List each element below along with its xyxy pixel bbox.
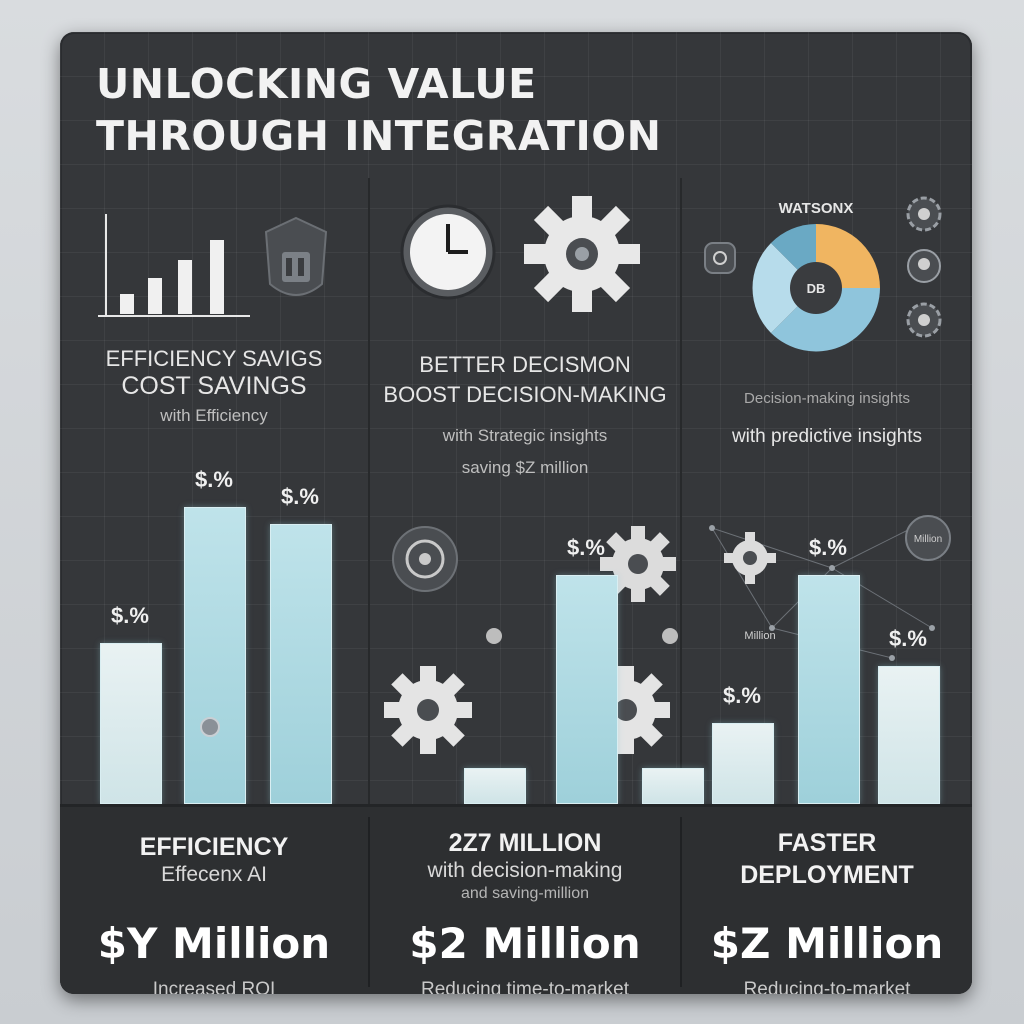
efficiency-column: EFFICIENCY SAVIGS COST SAVINGS with Effi… [60, 178, 368, 804]
pie-center-label: DB [807, 281, 826, 296]
watsonx-label: WATSONX [778, 200, 854, 217]
chart-bar [184, 507, 246, 804]
summary-deployment-foot: Reducing-to-market [743, 979, 911, 994]
bar-value-label: $.% [723, 683, 761, 708]
summary-decision-value: $2 Million [409, 919, 641, 968]
summary-divider [368, 817, 370, 987]
summary-efficiency-foot: Increased ROI [152, 979, 276, 994]
col1-heading-2: COST SAVINGS [121, 372, 307, 400]
summary-efficiency: EFFICIENCY Effecenx AI $Y Million Increa… [60, 807, 368, 994]
gear-icon [906, 196, 942, 232]
summary-decision-foot: Reducing time-to-market [420, 979, 630, 994]
bar-value-label: $.% [889, 626, 927, 651]
col2-caption-1: with Strategic insights [442, 426, 608, 445]
decision-column: BETTER DECISMON BOOST DECISION-MAKING wi… [370, 178, 704, 804]
net-label-mid: Million [744, 630, 775, 642]
bar-value-label: $.% [567, 535, 605, 560]
bar-value-label: $.% [195, 467, 233, 492]
col3-caption: with predictive insights [731, 426, 923, 447]
badge-icon [392, 526, 458, 592]
summary-deployment-value: $Z Million [710, 919, 944, 968]
summary-deployment-head-1: FASTER [777, 829, 877, 857]
summary-divider [680, 817, 682, 987]
bar-chart-icon [98, 214, 250, 317]
pie-chart-icon: DB [752, 224, 880, 352]
chart-bar [556, 575, 618, 804]
shield-icon [264, 216, 328, 296]
summary-efficiency-sub: Effecenx AI [161, 863, 267, 886]
clock-icon [400, 204, 496, 300]
dot-icon [486, 628, 502, 644]
bar-value-label: $.% [281, 484, 319, 509]
col2-heading-2: BOOST DECISION-MAKING [383, 382, 667, 407]
chart-bar [464, 768, 526, 804]
col1-heading-1: EFFICIENCY SAVIGS [105, 346, 323, 371]
location-icon [907, 249, 941, 283]
title-line-1: Unlocking Value [96, 60, 537, 108]
summary-decision: 2Z7 MILLION with decision-making and sav… [370, 807, 680, 994]
chart-bar [798, 575, 860, 804]
col1-caption: with Efficiency [160, 406, 268, 425]
title-line-2: Through Integration [96, 112, 662, 160]
column-divider [368, 178, 370, 804]
summary-deployment: FASTER DEPLOYMENT $Z Million Reducing-to… [682, 807, 972, 994]
chart-bar [712, 723, 774, 804]
summary-strip: EFFICIENCY Effecenx AI $Y Million Increa… [60, 804, 972, 994]
gear-icon [384, 666, 472, 754]
summary-deployment-head-2: DEPLOYMENT [740, 861, 914, 889]
summary-efficiency-value: $Y Million [97, 919, 331, 968]
node-icon [200, 717, 220, 737]
bar-value-label: $.% [111, 603, 149, 628]
col2-heading-1: BETTER DECISMON [419, 352, 631, 377]
column-divider [680, 178, 682, 804]
bar-value-label: $.% [809, 535, 847, 560]
col2-caption-2: saving $Z million [461, 458, 589, 477]
summary-decision-head: 2Z7 MILLION [448, 829, 602, 857]
page-title: Unlocking Value Through Integration [96, 58, 661, 162]
col3-heading-1: Decision-making insights [744, 390, 910, 407]
infographic-board: Unlocking Value Through Integration EFFI… [60, 32, 972, 994]
dot-icon [662, 628, 678, 644]
chart-bar [100, 643, 162, 804]
chart-bar [642, 768, 704, 804]
summary-efficiency-head: EFFICIENCY [139, 833, 289, 861]
chart-bar [270, 524, 332, 804]
summary-decision-sub-2: and saving-million [460, 885, 590, 902]
summary-decision-sub: with decision-making [427, 859, 623, 882]
gear-icon [906, 302, 942, 338]
gear-icon [524, 196, 640, 312]
gear-icon [600, 526, 676, 602]
app-icon [704, 242, 736, 274]
deployment-column: WATSONX DB Decision-makin [682, 178, 972, 804]
net-label-top: Million [914, 534, 942, 545]
chart-bar [878, 666, 940, 804]
